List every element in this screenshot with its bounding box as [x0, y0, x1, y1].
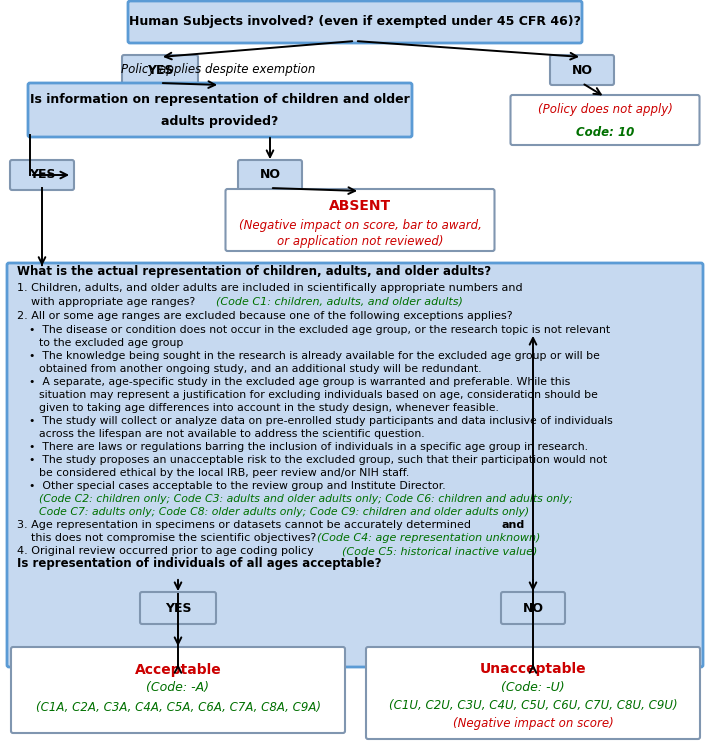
Text: YES: YES: [28, 168, 55, 182]
Text: with appropriate age ranges?: with appropriate age ranges?: [31, 297, 202, 307]
FancyBboxPatch shape: [140, 592, 216, 624]
Text: •  There are laws or regulations barring the inclusion of individuals in a speci: • There are laws or regulations barring …: [29, 442, 588, 452]
Text: NO: NO: [523, 601, 543, 615]
Text: (Negative impact on score, bar to award,: (Negative impact on score, bar to award,: [239, 219, 481, 231]
Text: this does not compromise the scientific objectives?: this does not compromise the scientific …: [31, 533, 323, 543]
FancyBboxPatch shape: [510, 95, 699, 145]
FancyBboxPatch shape: [226, 189, 494, 251]
Text: NO: NO: [572, 63, 593, 77]
FancyBboxPatch shape: [366, 647, 700, 739]
Text: (C1U, C2U, C3U, C4U, C5U, C6U, C7U, C8U, C9U): (C1U, C2U, C3U, C4U, C5U, C6U, C7U, C8U,…: [388, 699, 677, 711]
Text: across the lifespan are not available to address the scientific question.: across the lifespan are not available to…: [39, 429, 425, 439]
FancyBboxPatch shape: [550, 55, 614, 85]
Text: situation may represent a justification for excluding individuals based on age, : situation may represent a justification …: [39, 390, 598, 400]
Text: •  A separate, age-specific study in the excluded age group is warranted and pre: • A separate, age-specific study in the …: [29, 377, 570, 387]
Text: given to taking age differences into account in the study design, whenever feasi: given to taking age differences into acc…: [39, 403, 499, 413]
Text: (Negative impact on score): (Negative impact on score): [453, 716, 613, 730]
Text: (Code: -U): (Code: -U): [501, 681, 565, 693]
Text: •  Other special cases acceptable to the review group and Institute Director.: • Other special cases acceptable to the …: [29, 481, 446, 491]
Text: •  The study will collect or analyze data on pre-enrolled study participants and: • The study will collect or analyze data…: [29, 416, 613, 426]
Text: Is representation of individuals of all ages acceptable?: Is representation of individuals of all …: [17, 557, 381, 571]
Text: Is information on representation of children and older: Is information on representation of chil…: [30, 94, 410, 106]
Text: ABSENT: ABSENT: [329, 199, 391, 213]
Text: Human Subjects involved? (even if exempted under 45 CFR 46)?: Human Subjects involved? (even if exempt…: [129, 16, 581, 28]
FancyBboxPatch shape: [10, 160, 74, 190]
Text: 3. Age representation in specimens or datasets cannot be accurately determined: 3. Age representation in specimens or da…: [17, 520, 474, 530]
Text: What is the actual representation of children, adults, and older adults?: What is the actual representation of chi…: [17, 266, 491, 278]
Text: (Code C5: historical inactive value): (Code C5: historical inactive value): [342, 546, 537, 556]
Text: YES: YES: [165, 601, 191, 615]
Text: (Code C4: age representation unknown): (Code C4: age representation unknown): [317, 533, 540, 543]
Text: •  The study proposes an unacceptable risk to the excluded group, such that thei: • The study proposes an unacceptable ris…: [29, 455, 607, 465]
FancyBboxPatch shape: [11, 647, 345, 733]
Text: Code C7: adults only; Code C8: older adults only; Code C9: children and older ad: Code C7: adults only; Code C8: older adu…: [39, 507, 529, 517]
Text: 4. Original review occurred prior to age coding policy: 4. Original review occurred prior to age…: [17, 546, 317, 556]
Text: 2. All or some age ranges are excluded because one of the following exceptions a: 2. All or some age ranges are excluded b…: [17, 311, 513, 321]
Text: (Policy does not apply): (Policy does not apply): [537, 103, 672, 117]
Text: adults provided?: adults provided?: [161, 115, 279, 129]
Text: be considered ethical by the local IRB, peer review and/or NIH staff.: be considered ethical by the local IRB, …: [39, 468, 409, 478]
FancyBboxPatch shape: [128, 1, 582, 43]
Text: to the excluded age group: to the excluded age group: [39, 338, 183, 348]
Text: (C1A, C2A, C3A, C4A, C5A, C6A, C7A, C8A, C9A): (C1A, C2A, C3A, C4A, C5A, C6A, C7A, C8A,…: [36, 702, 320, 714]
Text: (Code: -A): (Code: -A): [146, 682, 209, 694]
Text: or application not reviewed): or application not reviewed): [277, 236, 443, 248]
Text: Policy applies despite exemption: Policy applies despite exemption: [121, 63, 315, 77]
Text: Code: 10: Code: 10: [576, 126, 634, 138]
Text: obtained from another ongoing study, and an additional study will be redundant.: obtained from another ongoing study, and…: [39, 364, 481, 374]
FancyBboxPatch shape: [238, 160, 302, 190]
Text: NO: NO: [259, 168, 280, 182]
Text: (Code C2: children only; Code C3: adults and older adults only; Code C6: childre: (Code C2: children only; Code C3: adults…: [39, 494, 573, 504]
Text: •  The disease or condition does not occur in the excluded age group, or the res: • The disease or condition does not occu…: [29, 325, 610, 335]
FancyBboxPatch shape: [501, 592, 565, 624]
Text: 1. Children, adults, and older adults are included in scientifically appropriate: 1. Children, adults, and older adults ar…: [17, 283, 523, 293]
Text: Unacceptable: Unacceptable: [480, 662, 586, 676]
Text: and: and: [502, 520, 525, 530]
FancyBboxPatch shape: [7, 263, 703, 667]
Text: YES: YES: [147, 63, 173, 77]
Text: (Code C1: children, adults, and older adults): (Code C1: children, adults, and older ad…: [216, 297, 463, 307]
FancyBboxPatch shape: [122, 55, 198, 85]
Text: •  The knowledge being sought in the research is already available for the exclu: • The knowledge being sought in the rese…: [29, 351, 600, 361]
FancyBboxPatch shape: [28, 83, 412, 137]
Text: Acceptable: Acceptable: [135, 663, 222, 677]
